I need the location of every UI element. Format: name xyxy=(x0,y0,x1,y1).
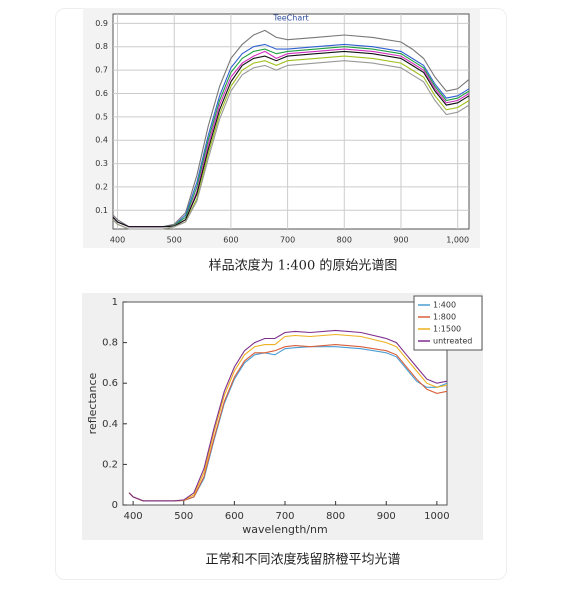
y-tick-label: 0.5 xyxy=(95,112,108,121)
y-tick-label: 0 xyxy=(112,500,118,511)
chart-title: TeeChart xyxy=(272,14,308,23)
x-tick-label: 800 xyxy=(337,236,352,245)
legend-label: 1:400 xyxy=(433,301,456,310)
legend-label: 1:1500 xyxy=(433,325,461,334)
series-line xyxy=(112,60,470,230)
y-tick-label: 1 xyxy=(112,297,118,308)
x-tick-label: 400 xyxy=(124,511,143,522)
y-tick-label: 0.4 xyxy=(102,419,118,430)
legend-label: untreated xyxy=(433,337,472,346)
y-tick-label: 0.4 xyxy=(95,136,108,145)
y-axis-label: reflectance xyxy=(86,372,99,434)
x-tick-label: 600 xyxy=(223,236,238,245)
y-tick-label: 0.2 xyxy=(95,182,108,191)
y-tick-label: 0.9 xyxy=(95,19,108,28)
y-tick-label: 0.6 xyxy=(95,89,108,98)
x-tick-label: 400 xyxy=(110,236,125,245)
y-tick-label: 0.7 xyxy=(95,66,108,75)
x-tick-label: 800 xyxy=(326,511,345,522)
x-tick-label: 700 xyxy=(280,236,295,245)
caption: 样品浓度为 1:400 的原始光谱图 xyxy=(209,258,398,274)
x-tick-label: 900 xyxy=(393,236,408,245)
legend-label: 1:800 xyxy=(433,313,456,322)
caption: 正常和不同浓度残留脐橙平均光谱 xyxy=(205,552,400,568)
x-axis-label: wavelength/nm xyxy=(242,523,327,536)
x-tick-label: 700 xyxy=(275,511,294,522)
y-tick-label: 0.1 xyxy=(95,206,108,215)
x-tick-label: 1,000 xyxy=(446,236,469,245)
series-line xyxy=(112,50,470,228)
x-tick-label: 600 xyxy=(225,511,244,522)
x-tick-label: 500 xyxy=(167,236,182,245)
x-tick-label: 1000 xyxy=(424,511,449,522)
plot-area xyxy=(112,13,470,230)
y-tick-label: 0.2 xyxy=(102,459,118,470)
series-line xyxy=(128,329,448,502)
x-tick-label: 900 xyxy=(377,511,396,522)
y-tick-label: 0.8 xyxy=(102,338,118,349)
y-tick-label: 0.3 xyxy=(95,159,108,168)
y-tick-label: 0.6 xyxy=(102,378,118,389)
x-tick-label: 500 xyxy=(174,511,193,522)
y-tick-label: 0.8 xyxy=(95,42,108,51)
